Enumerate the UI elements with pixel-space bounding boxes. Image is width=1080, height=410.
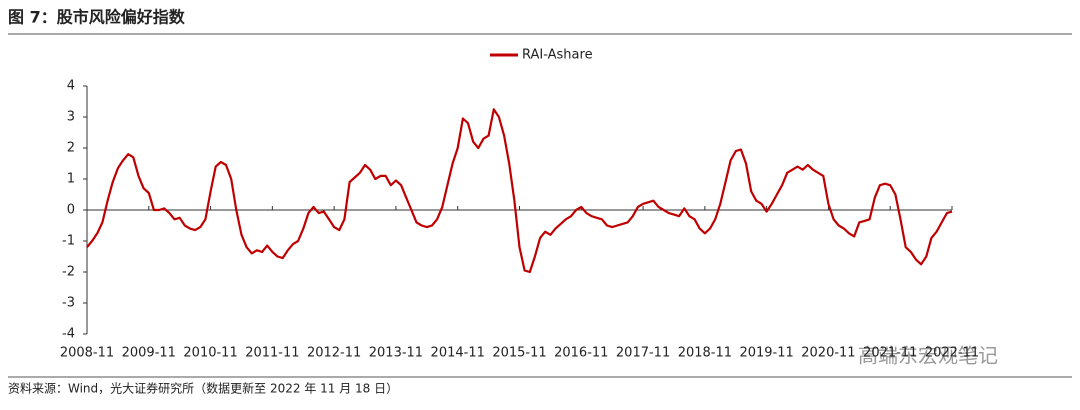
data-line	[86, 108, 953, 274]
x-tick-label: 2017-11	[616, 346, 670, 361]
x-tick-label: 2013-11	[369, 346, 423, 361]
source: 资料来源：Wind，光大证券研究所（数据更新至 2022 年 11 月 18 日…	[8, 381, 398, 396]
x-tick-label: 2018-11	[678, 346, 732, 361]
x-tick-label: 2010-11	[183, 346, 237, 361]
y-tick-label: 0	[67, 203, 75, 218]
chart-title: 图 7：股市风险偏好指数	[8, 8, 186, 27]
x-tick-label: 2021-11	[863, 346, 917, 361]
x-tick-label: 2022-11	[925, 346, 979, 361]
y-tick-label: 2	[67, 141, 75, 156]
y-tick-label: 1	[67, 172, 75, 187]
x-tick-label: 2008-11	[60, 346, 114, 361]
watermark: 高端东宏观笔记	[858, 344, 998, 368]
y-tick-label: 4	[67, 79, 75, 94]
x-tick-label: 2009-11	[122, 346, 176, 361]
y-tick-label: 3	[67, 110, 75, 125]
x-tick-label: 2015-11	[492, 346, 546, 361]
legend-label: RAI-Ashare	[522, 48, 593, 63]
y-tick-label: -3	[62, 296, 75, 311]
x-tick-label: 2016-11	[554, 346, 608, 361]
x-tick-label: 2020-11	[801, 346, 855, 361]
y-tick-label: -2	[62, 265, 75, 280]
y-tick-label: -4	[62, 327, 75, 342]
x-tick-label: 2012-11	[307, 346, 361, 361]
x-tick-label: 2011-11	[245, 346, 299, 361]
x-tick-label: 2014-11	[431, 346, 485, 361]
x-tick-label: 2019-11	[739, 346, 793, 361]
y-tick-label: -1	[62, 234, 75, 249]
